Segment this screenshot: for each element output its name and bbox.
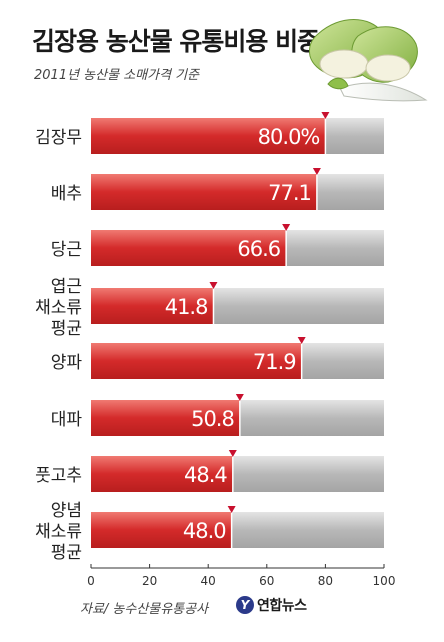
bar	[91, 230, 287, 266]
bar-marker	[227, 506, 236, 513]
x-tick-label: 20	[142, 574, 157, 588]
data-label: 71.9	[253, 350, 296, 374]
data-label: 41.8	[165, 295, 208, 319]
yonhap-logo: Y 연합뉴스	[236, 595, 307, 615]
bar-marker	[228, 450, 237, 457]
data-label: 48.4	[184, 463, 227, 487]
bar-marker	[312, 168, 321, 175]
x-tick-label: 60	[259, 574, 274, 588]
x-tick-label: 40	[201, 574, 216, 588]
data-label: 77.1	[268, 181, 311, 205]
category-label: 양념 채소류 평균	[35, 501, 82, 563]
data-label: 66.6	[237, 237, 280, 261]
x-tick-label: 0	[87, 574, 95, 588]
napa-cabbage-and-radish-icon	[309, 19, 428, 102]
category-label: 김장무	[35, 128, 82, 148]
category-label: 배추	[51, 184, 82, 204]
category-label: 양파	[51, 353, 83, 373]
yonhap-logo-icon: Y	[236, 596, 254, 614]
bar-chart: 80.0% 김장무 77.1 배추 66.6 당근 41.8 엽근 채소류 평균 71.9 양파 50.…	[35, 112, 396, 588]
chart-subtitle: 2011년 농산물 소매가격 기준	[34, 68, 200, 83]
bar-marker	[282, 224, 291, 231]
category-label: 당근	[51, 240, 82, 260]
data-label: 80.0%	[258, 125, 320, 149]
bar-marker	[321, 112, 330, 119]
bar	[91, 512, 232, 548]
bar	[91, 174, 317, 210]
bar-marker	[235, 394, 244, 401]
bar-marker	[209, 282, 218, 289]
bar	[91, 343, 302, 379]
x-tick-label: 80	[318, 574, 333, 588]
category-label: 대파	[51, 410, 83, 430]
data-label: 48.0	[183, 519, 226, 543]
yonhap-logo-text: 연합뉴스	[257, 598, 307, 614]
bar	[91, 118, 326, 154]
category-label: 풋고추	[35, 466, 82, 486]
source-note: 자료/ 농수산물유통공사	[80, 602, 209, 617]
category-label: 엽근 채소류 평균	[35, 277, 82, 339]
bar	[91, 400, 240, 436]
bar	[91, 456, 233, 492]
x-tick-label: 100	[373, 574, 396, 588]
chart-title: 김장용 농산물 유통비용 비중	[32, 27, 320, 56]
data-label: 50.8	[191, 407, 234, 431]
bar-marker	[297, 337, 306, 344]
bar	[91, 288, 214, 324]
